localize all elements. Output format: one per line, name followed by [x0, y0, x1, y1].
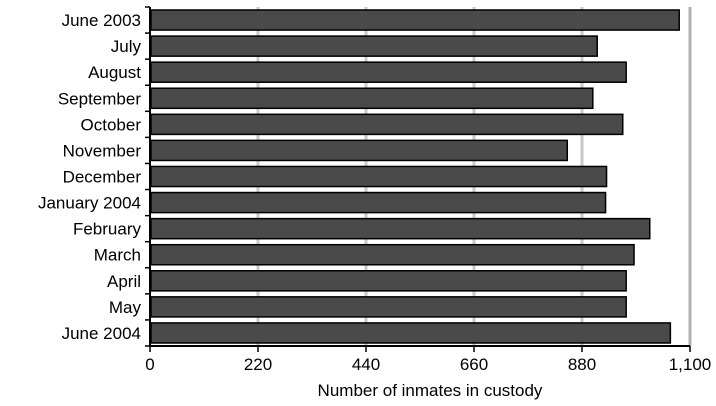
- category-label: December: [63, 168, 142, 187]
- bar: [150, 87, 594, 110]
- x-tick-label: 220: [244, 355, 272, 374]
- bar: [150, 322, 672, 344]
- x-tick-label: 440: [352, 355, 380, 374]
- bar: [150, 139, 569, 162]
- bar: [150, 35, 598, 57]
- category-label: April: [107, 272, 141, 291]
- bar: [150, 113, 624, 136]
- category-label: February: [73, 220, 142, 239]
- axes: [145, 6, 691, 352]
- category-label: June 2003: [62, 11, 141, 30]
- category-label: March: [94, 246, 141, 265]
- bar: [150, 191, 607, 214]
- bar: [150, 165, 608, 188]
- x-tick-label: 660: [460, 355, 488, 374]
- category-label: June 2004: [62, 324, 141, 343]
- x-tick-label: 1,100: [669, 355, 712, 374]
- category-label: May: [109, 298, 142, 317]
- category-label: January 2004: [38, 194, 141, 213]
- x-axis-title: Number of inmates in custody: [318, 381, 543, 400]
- bars: [150, 9, 680, 344]
- x-tick-label: 880: [568, 355, 596, 374]
- bar: [150, 243, 635, 266]
- x-tick-label: 0: [145, 355, 154, 374]
- category-label: November: [63, 141, 142, 160]
- bar: [150, 296, 627, 318]
- category-label: August: [88, 63, 141, 82]
- bar: [150, 217, 651, 240]
- x-tick-labels: 0 220 440 660 880 1,100: [145, 355, 711, 374]
- category-labels: June 2003 July August September October Novem…: [38, 11, 142, 343]
- category-label: July: [111, 37, 142, 56]
- bar: [150, 9, 680, 31]
- bar: [150, 61, 627, 83]
- bar: [150, 270, 627, 292]
- category-label: September: [58, 89, 141, 108]
- category-label: October: [81, 115, 142, 134]
